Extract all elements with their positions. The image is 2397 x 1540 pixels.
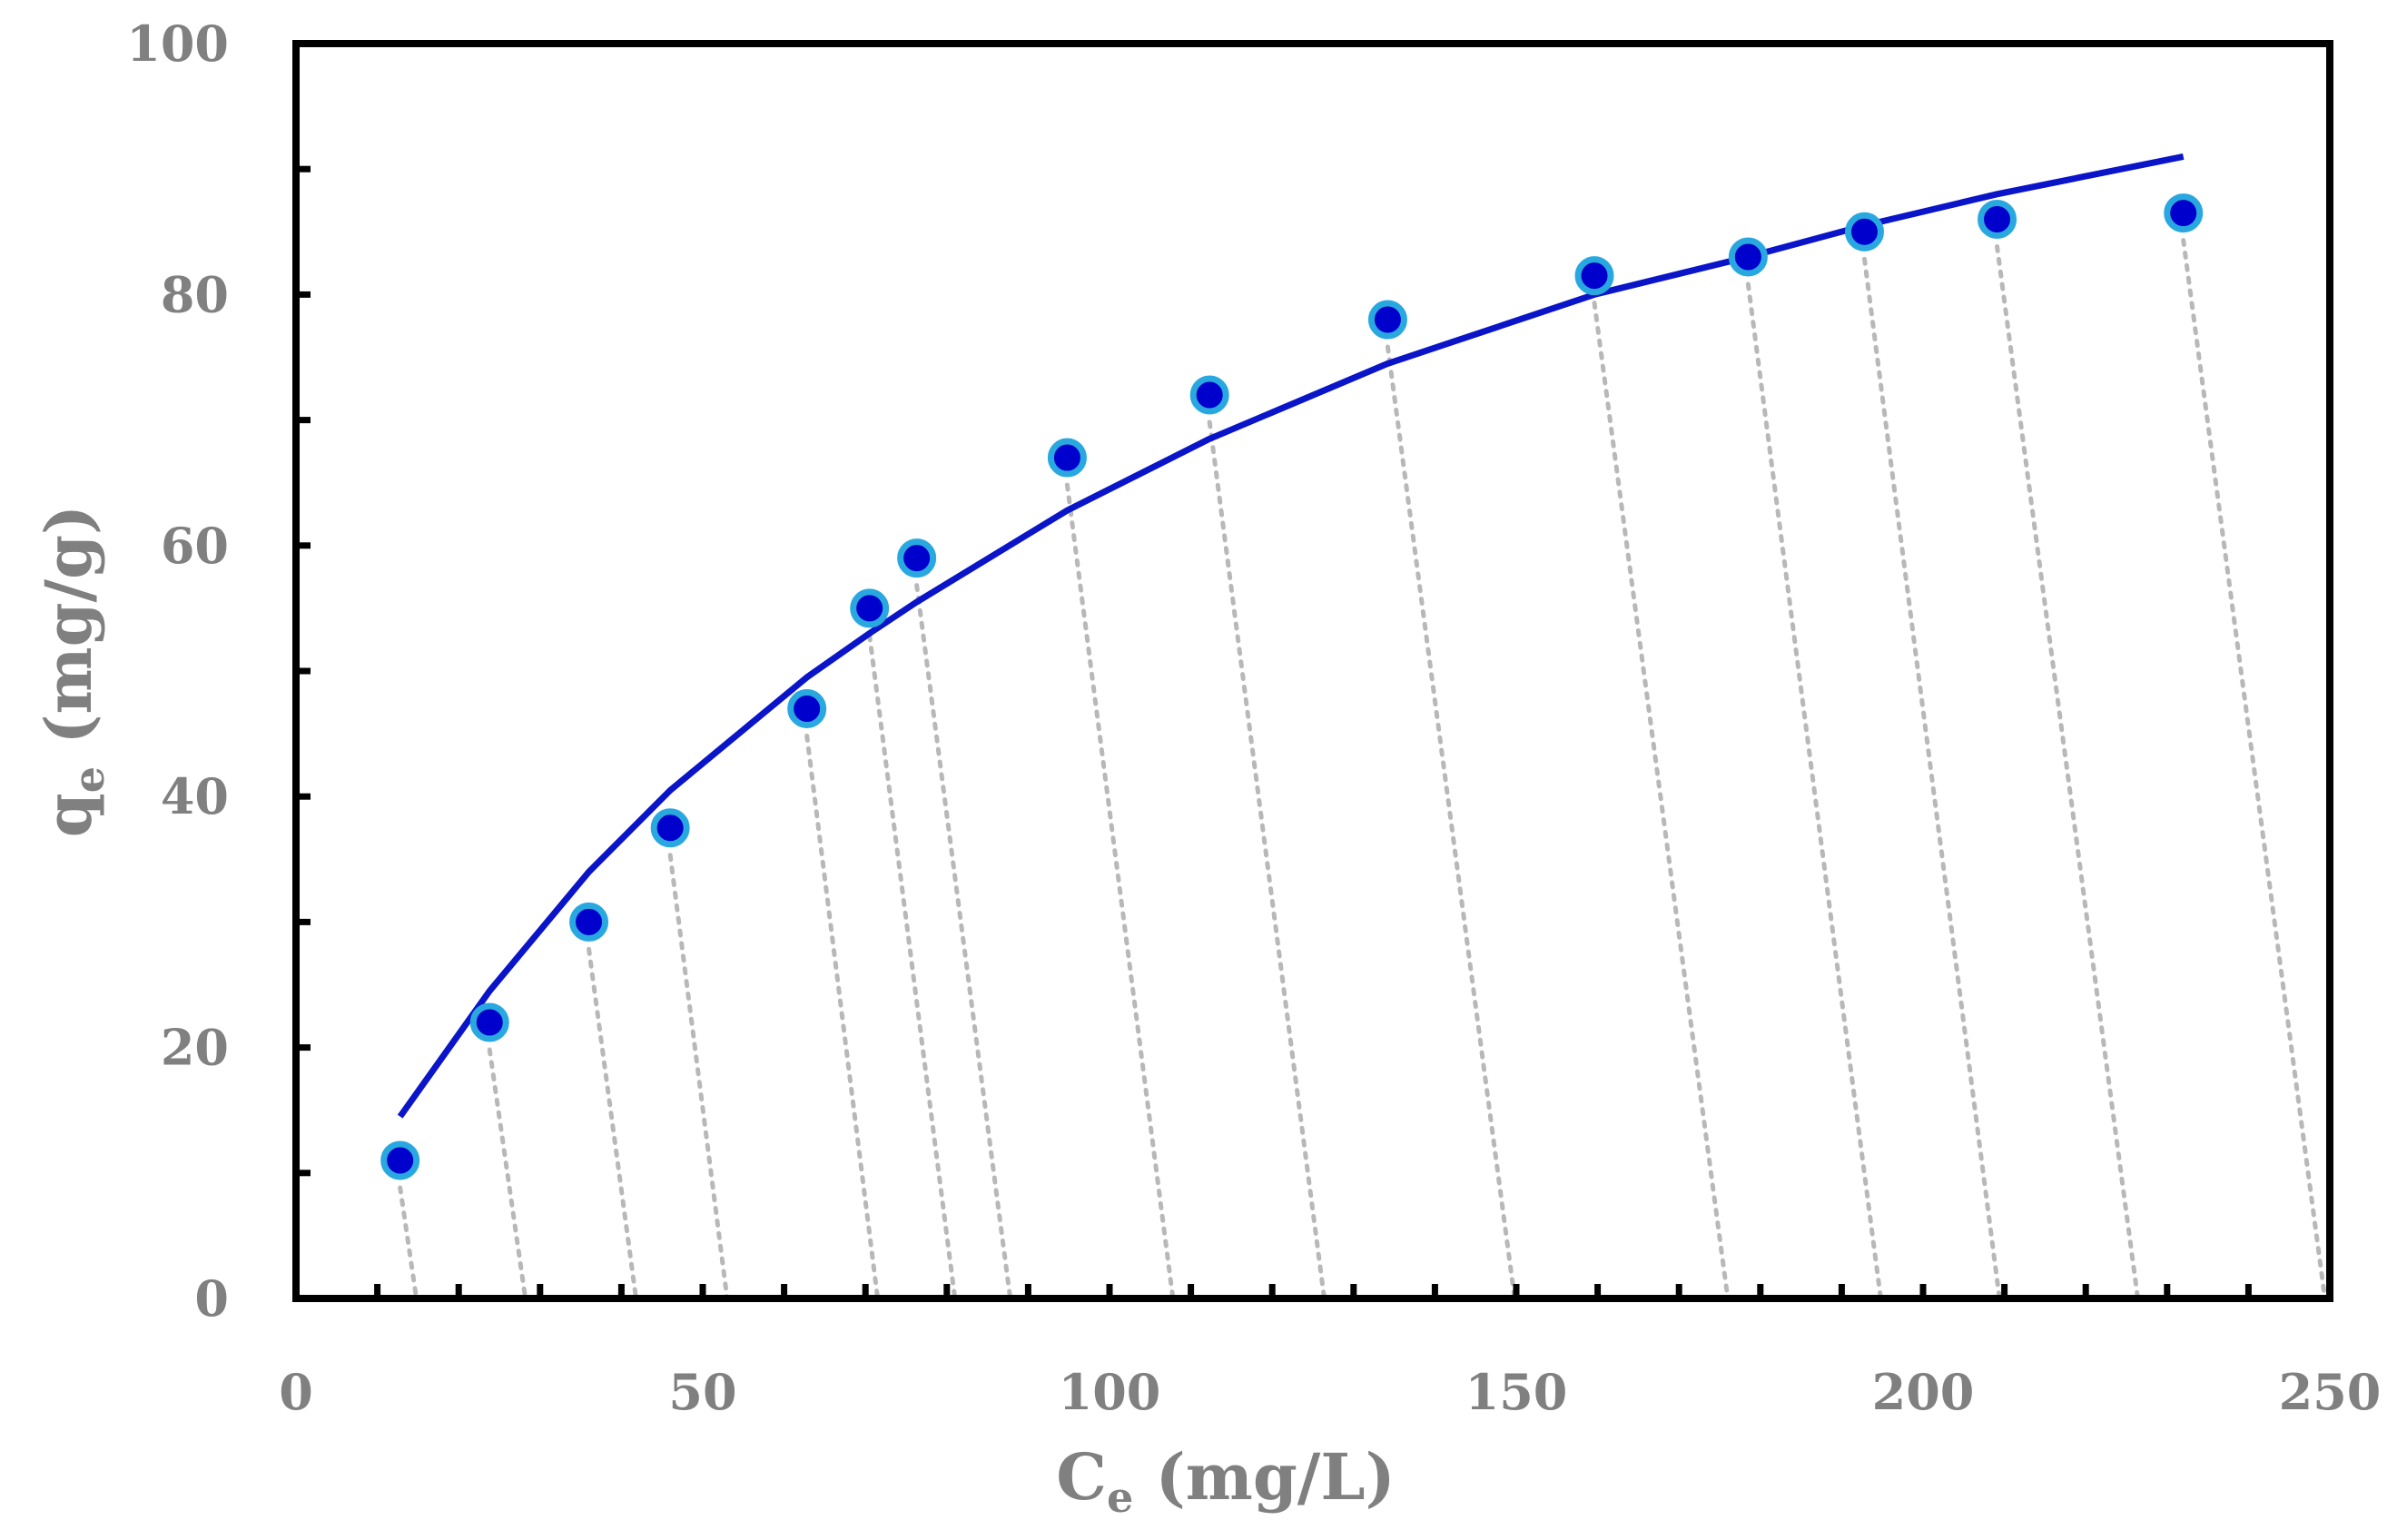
data-point	[787, 688, 827, 728]
fit-line	[397, 153, 2185, 1119]
y-tick-label: 40	[161, 767, 229, 825]
axis-ticks	[296, 165, 2252, 1298]
y-tick-label: 0	[194, 1269, 229, 1328]
residual-link	[804, 733, 881, 1301]
y-tick-labels: 0 20 40 60 80 100	[126, 15, 229, 1328]
data-point	[1367, 300, 1407, 340]
data-point	[1978, 199, 2017, 239]
data-point	[380, 1140, 420, 1180]
residual-link	[1592, 301, 1731, 1301]
residual-link	[1995, 243, 2141, 1301]
residual-link	[2181, 238, 2328, 1301]
x-axis-title: Ce (mg/L)	[1056, 1439, 1395, 1522]
residual-link	[398, 1185, 419, 1301]
residual-link	[667, 853, 730, 1301]
x-tick-label: 250	[2279, 1363, 2382, 1421]
data-point	[1189, 375, 1229, 415]
plot-area-frame	[292, 40, 2333, 1302]
y-tick-label: 20	[161, 1019, 229, 1077]
residual-link	[1207, 420, 1327, 1301]
data-point	[897, 538, 937, 578]
x-tick-labels: 0 50 100 150 200 250	[279, 1363, 2381, 1421]
fit-line-layer	[397, 153, 2185, 1119]
residual-link	[1861, 256, 2002, 1301]
residual-link	[1745, 281, 1883, 1301]
residual-link	[867, 633, 958, 1301]
x-tick-label: 200	[1872, 1363, 1975, 1421]
x-tick-label: 50	[668, 1363, 736, 1421]
data-points	[380, 193, 2204, 1180]
data-point	[1574, 256, 1614, 296]
data-point	[1844, 212, 1884, 252]
y-tick-label: 60	[161, 517, 229, 575]
y-tick-label: 80	[161, 265, 229, 323]
residual-link	[587, 946, 639, 1301]
data-point	[569, 902, 609, 942]
data-point	[2164, 193, 2204, 233]
residual-link	[914, 583, 1013, 1301]
residual-links	[398, 238, 2328, 1301]
data-point	[850, 588, 890, 628]
x-tick-label: 150	[1465, 1363, 1568, 1421]
x-tick-label: 100	[1059, 1363, 1161, 1421]
data-point	[650, 808, 690, 848]
residual-link	[487, 1047, 528, 1301]
data-point	[1728, 237, 1768, 277]
data-point	[469, 1002, 509, 1042]
residual-link	[1064, 482, 1176, 1301]
x-tick-label: 0	[279, 1363, 313, 1421]
y-axis-title: qe (mg/g)	[31, 505, 113, 837]
residual-link	[1385, 344, 1517, 1301]
data-point	[1047, 438, 1087, 478]
y-tick-label: 100	[126, 15, 229, 73]
